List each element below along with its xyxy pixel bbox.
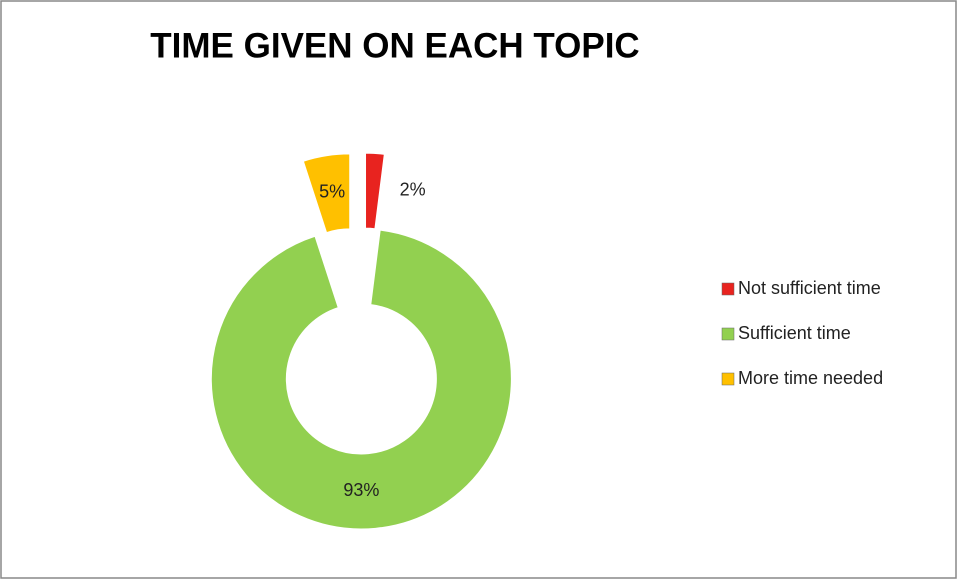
data-label: 5%	[319, 182, 345, 202]
legend-label: Sufficient time	[738, 323, 851, 343]
chart-title: TIME GIVEN ON EACH TOPIC	[150, 26, 639, 65]
doughnut-segment	[365, 152, 385, 230]
doughnut-segment	[210, 229, 512, 530]
data-label: 2%	[400, 180, 426, 200]
data-label: 93%	[343, 480, 379, 500]
legend-swatch	[721, 282, 735, 296]
legend-swatch	[721, 327, 735, 341]
legend-swatch	[721, 372, 735, 386]
doughnut-segment	[302, 153, 351, 234]
legend-label: More time needed	[738, 368, 883, 388]
legend-label: Not sufficient time	[738, 278, 881, 298]
